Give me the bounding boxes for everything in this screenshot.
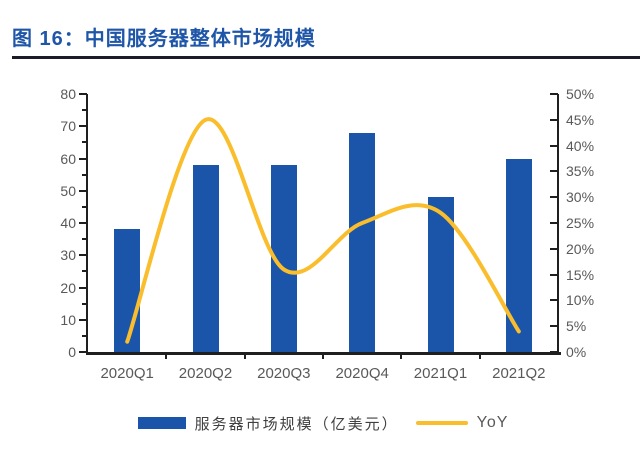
y-left-minor-tick [82,270,87,273]
x-axis-category-label: 2021Q1 [413,365,468,382]
y-right-tick-label: 10% [566,292,595,309]
y-left-major-tick [79,93,87,95]
y-left-minor-tick [82,173,87,176]
y-left-major-tick [79,125,87,128]
x-boundary-tick [400,354,403,359]
bar-2020Q1 [114,229,141,352]
y-left-tick-label: 30 [60,247,76,264]
y-left-major-tick [79,254,87,257]
y-left-tick-label: 0 [68,344,76,360]
title-divider [12,56,640,59]
figure-title: 图 16：中国服务器整体市场规模 [12,28,316,50]
bar-2021Q1 [427,197,454,352]
x-axis-category-label: 2020Q3 [257,365,311,382]
y-right-major-tick [550,247,558,250]
y-left-tick-label: 60 [60,150,76,167]
y-right-tick-label: 15% [566,266,595,283]
legend-bar-label: 服务器市场规模（亿美元） [194,415,399,433]
y-right-tick-label: 30% [566,189,595,206]
bar-2021Q2 [505,158,532,352]
x-boundary-tick [165,354,168,359]
y-left-major-tick [79,189,87,192]
y-left-minor-tick [82,334,87,337]
y-right-major-tick [550,325,558,328]
y-right-major-tick [550,144,558,147]
y-right-tick-label: 50% [566,86,595,102]
x-axis-category-label: 2020Q1 [100,365,154,382]
y-right-tick-label: 20% [566,240,595,257]
y-right-tick-label: 5% [566,318,587,335]
y-left-major-tick [79,318,87,321]
y-left-tick-label: 50 [60,182,76,199]
y-left-minor-tick [82,238,87,241]
y-left-tick-label: 70 [60,118,76,135]
y-left-minor-tick [82,205,87,208]
y-left-major-tick [79,157,87,160]
x-axis-category-label: 2020Q4 [335,365,389,382]
y-left-major-tick [79,351,87,353]
legend-line-label: YoY [476,414,509,431]
legend: 服务器市场规模（亿美元） YoY [88,412,558,434]
y-left-tick-label: 20 [60,279,76,296]
y-right-major-tick [550,299,558,302]
y-left-tick-label: 10 [60,311,76,328]
y-left-major-tick [79,222,87,224]
x-axis-category-label: 2020Q2 [178,365,233,382]
x-axis-category-label: 2021Q2 [492,365,546,382]
bar-2020Q4 [349,132,376,352]
x-axis-line [86,352,561,355]
x-boundary-tick [243,354,246,359]
y-left-tick-label: 80 [60,86,76,102]
y-left-minor-tick [82,109,87,112]
y-right-tick-label: 0% [566,344,587,360]
y-left-major-tick [79,286,87,289]
bar-2020Q2 [192,164,219,352]
y-right-major-tick [550,196,558,199]
x-boundary-tick [322,354,324,359]
y-right-tick-label: 25% [566,215,595,231]
legend-bar-swatch-icon [137,417,186,429]
y-left-minor-tick [82,141,87,144]
y-right-major-tick [550,170,558,173]
bar-2020Q3 [270,164,297,352]
y-axis-left-line [86,94,88,354]
y-axis-right-line [557,94,559,354]
y-right-tick-label: 35% [566,163,595,180]
x-boundary-tick [478,354,481,359]
y-right-major-tick [550,273,558,276]
yoy-line-path [125,117,521,344]
y-left-minor-tick [82,302,87,305]
y-right-major-tick [550,93,558,95]
y-right-tick-label: 40% [566,137,595,154]
y-right-tick-label: 45% [566,111,595,128]
legend-line-swatch-icon [415,421,468,425]
y-left-tick-label: 40 [60,215,76,231]
y-right-major-tick [550,118,558,121]
y-right-major-tick [550,351,558,353]
y-right-major-tick [550,222,558,224]
